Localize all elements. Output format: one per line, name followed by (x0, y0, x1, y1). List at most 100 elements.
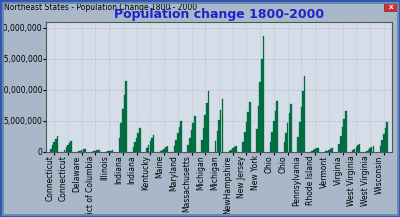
Bar (124, 95, 125, 152)
Bar (69, 143, 70, 152)
Bar (270, 142, 272, 152)
Bar (325, 151, 326, 152)
Bar (299, 122, 300, 152)
Bar (191, 130, 192, 152)
Bar (138, 133, 139, 152)
Bar (345, 111, 347, 152)
Bar (119, 138, 120, 152)
Bar (318, 148, 319, 152)
Bar (54, 142, 55, 152)
Bar (208, 91, 209, 152)
Bar (285, 133, 287, 152)
Bar (220, 110, 222, 152)
Bar (249, 102, 250, 152)
Bar (64, 150, 66, 152)
Bar (272, 132, 273, 152)
Bar (383, 134, 384, 152)
Bar (235, 146, 237, 152)
Bar (136, 138, 138, 152)
Bar (331, 148, 333, 152)
Bar (206, 103, 208, 152)
Bar (215, 141, 216, 152)
Bar (338, 144, 340, 152)
Bar (344, 119, 345, 152)
Bar (50, 149, 52, 152)
Bar (242, 142, 244, 152)
Bar (290, 104, 292, 152)
Bar (300, 107, 302, 152)
Bar (162, 150, 163, 152)
Bar (120, 123, 122, 152)
Bar (179, 127, 180, 152)
Bar (95, 151, 96, 152)
Bar (380, 146, 381, 152)
Bar (110, 151, 112, 152)
Bar (188, 145, 189, 152)
Bar (357, 145, 359, 152)
Bar (342, 127, 343, 152)
Bar (276, 101, 278, 152)
Text: x: x (389, 3, 394, 10)
Bar (203, 128, 204, 152)
Text: Northeast States - Population Change 1800 - 2000: Northeast States - Population Change 180… (4, 3, 197, 12)
Bar (52, 145, 53, 152)
Bar (297, 137, 299, 152)
Bar (180, 121, 182, 152)
Bar (165, 147, 166, 152)
Bar (381, 140, 383, 152)
Bar (174, 146, 175, 152)
Bar (366, 151, 368, 152)
Bar (356, 147, 357, 152)
Bar (284, 142, 285, 152)
Bar (256, 129, 258, 152)
Title: Population change 1800-2000: Population change 1800-2000 (114, 8, 324, 21)
Bar (175, 140, 177, 152)
Bar (330, 149, 331, 152)
Bar (263, 36, 264, 152)
Bar (340, 136, 342, 152)
Bar (66, 147, 67, 152)
Bar (84, 149, 86, 152)
Bar (273, 121, 275, 152)
Bar (244, 132, 246, 152)
Bar (234, 147, 235, 152)
Bar (98, 150, 100, 152)
Bar (354, 149, 356, 152)
Bar (222, 99, 223, 152)
Bar (132, 147, 134, 152)
Bar (218, 120, 220, 152)
Bar (216, 131, 218, 152)
Bar (112, 150, 113, 152)
Bar (148, 145, 150, 152)
Bar (107, 151, 108, 152)
Bar (96, 150, 98, 152)
Bar (352, 150, 354, 152)
Bar (304, 76, 306, 152)
Bar (57, 136, 58, 152)
Bar (275, 111, 276, 152)
Bar (192, 123, 194, 152)
Bar (177, 133, 178, 152)
Bar (260, 82, 261, 152)
Bar (204, 115, 206, 152)
Bar (150, 141, 151, 152)
Bar (302, 91, 304, 152)
FancyBboxPatch shape (384, 1, 398, 11)
Bar (246, 122, 247, 152)
Bar (386, 122, 388, 152)
Bar (230, 150, 232, 152)
Bar (313, 150, 314, 152)
Bar (139, 128, 141, 152)
Bar (314, 149, 316, 152)
Bar (369, 148, 371, 152)
Bar (82, 150, 84, 152)
Bar (189, 138, 191, 152)
Bar (67, 145, 69, 152)
Bar (91, 151, 93, 152)
Bar (311, 151, 312, 152)
Bar (163, 149, 165, 152)
Bar (81, 150, 82, 152)
Bar (359, 144, 360, 152)
Bar (194, 116, 196, 152)
Bar (287, 123, 288, 152)
